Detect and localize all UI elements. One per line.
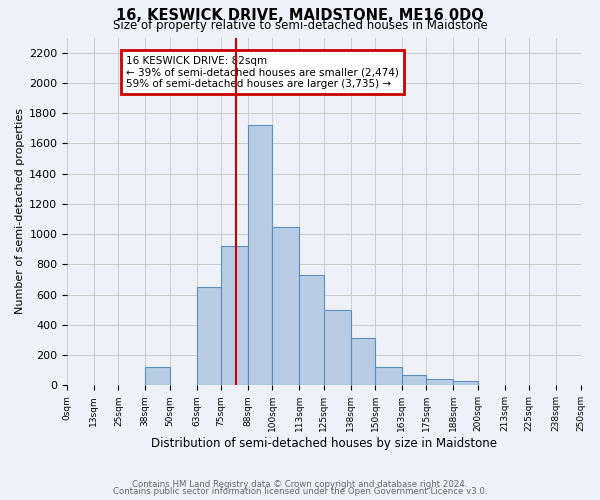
Bar (197, 287, 221, 386)
Text: 16, KESWICK DRIVE, MAIDSTONE, ME16 0DQ: 16, KESWICK DRIVE, MAIDSTONE, ME16 0DQ (116, 8, 484, 22)
Bar (145, 367, 170, 386)
Bar (453, 381, 478, 386)
Bar (248, 125, 272, 386)
Bar (299, 275, 324, 386)
Text: Contains HM Land Registry data © Crown copyright and database right 2024.: Contains HM Land Registry data © Crown c… (132, 480, 468, 489)
Text: 16 KESWICK DRIVE: 82sqm
← 39% of semi-detached houses are smaller (2,474)
59% of: 16 KESWICK DRIVE: 82sqm ← 39% of semi-de… (126, 56, 398, 89)
Bar (272, 226, 299, 386)
Text: Size of property relative to semi-detached houses in Maidstone: Size of property relative to semi-detach… (113, 19, 487, 32)
Bar (375, 367, 402, 386)
Bar (350, 338, 375, 386)
Text: Contains public sector information licensed under the Open Government Licence v3: Contains public sector information licen… (113, 487, 487, 496)
Bar (324, 310, 350, 386)
Bar (221, 246, 248, 386)
Bar (402, 375, 427, 386)
Y-axis label: Number of semi-detached properties: Number of semi-detached properties (15, 108, 25, 314)
Bar (427, 378, 453, 386)
X-axis label: Distribution of semi-detached houses by size in Maidstone: Distribution of semi-detached houses by … (151, 437, 497, 450)
